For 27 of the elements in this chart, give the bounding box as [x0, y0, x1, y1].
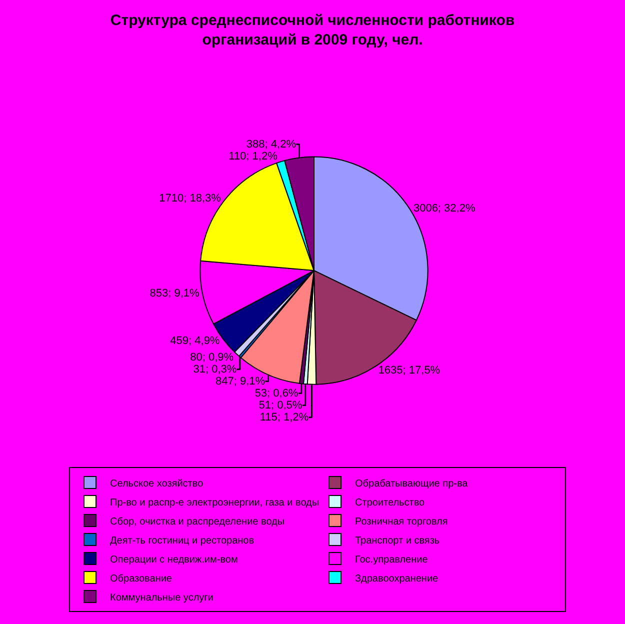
data-label: 51; 0,5%	[258, 399, 302, 412]
data-label: 80; 0,9%	[190, 351, 234, 364]
data-label: 459; 4,9%	[170, 334, 220, 347]
legend-label: Транспорт и связь	[355, 535, 440, 546]
data-label: 1710; 18,3%	[159, 192, 222, 204]
legend-label: Здравоохранение	[355, 573, 439, 584]
legend-label: Деят-ть гостиниц и ресторанов	[110, 535, 254, 546]
data-label: 31; 0,3%	[193, 363, 237, 376]
legend-label: Гос.управление	[355, 554, 428, 566]
data-label: 853; 9,1%	[150, 288, 200, 300]
legend-label: Строительство	[355, 497, 426, 508]
data-label: 110; 1,2%	[228, 150, 278, 162]
data-label: 388; 4,2%	[246, 138, 296, 150]
legend-label: Операции с недвиж.им-вом	[110, 554, 238, 566]
chart-title: Структура среднесписочной численности работников организаций в 2009 году, чел.	[110, 12, 515, 48]
data-label: 847; 9,1%	[216, 375, 266, 388]
legend-label: Обрабатывающие пр-ва	[355, 478, 468, 490]
legend-label: Сельское хозяйство	[110, 478, 204, 490]
legend-label: Сбор, очистка и распределение воды	[110, 516, 285, 528]
legend-label: Пр-во и распр-е электроэнергии, газа и воды	[110, 497, 320, 508]
data-label: 115; 1,2%	[260, 411, 309, 424]
legend-label: Розничная торговля	[355, 516, 448, 528]
data-label: 3006; 32,2%	[413, 202, 476, 214]
data-label: 53; 0,6%	[254, 387, 298, 400]
legend-label: Коммунальные услуги	[110, 592, 214, 604]
legend-label: Образование	[110, 573, 172, 584]
data-label: 1635; 17,5%	[378, 364, 440, 377]
